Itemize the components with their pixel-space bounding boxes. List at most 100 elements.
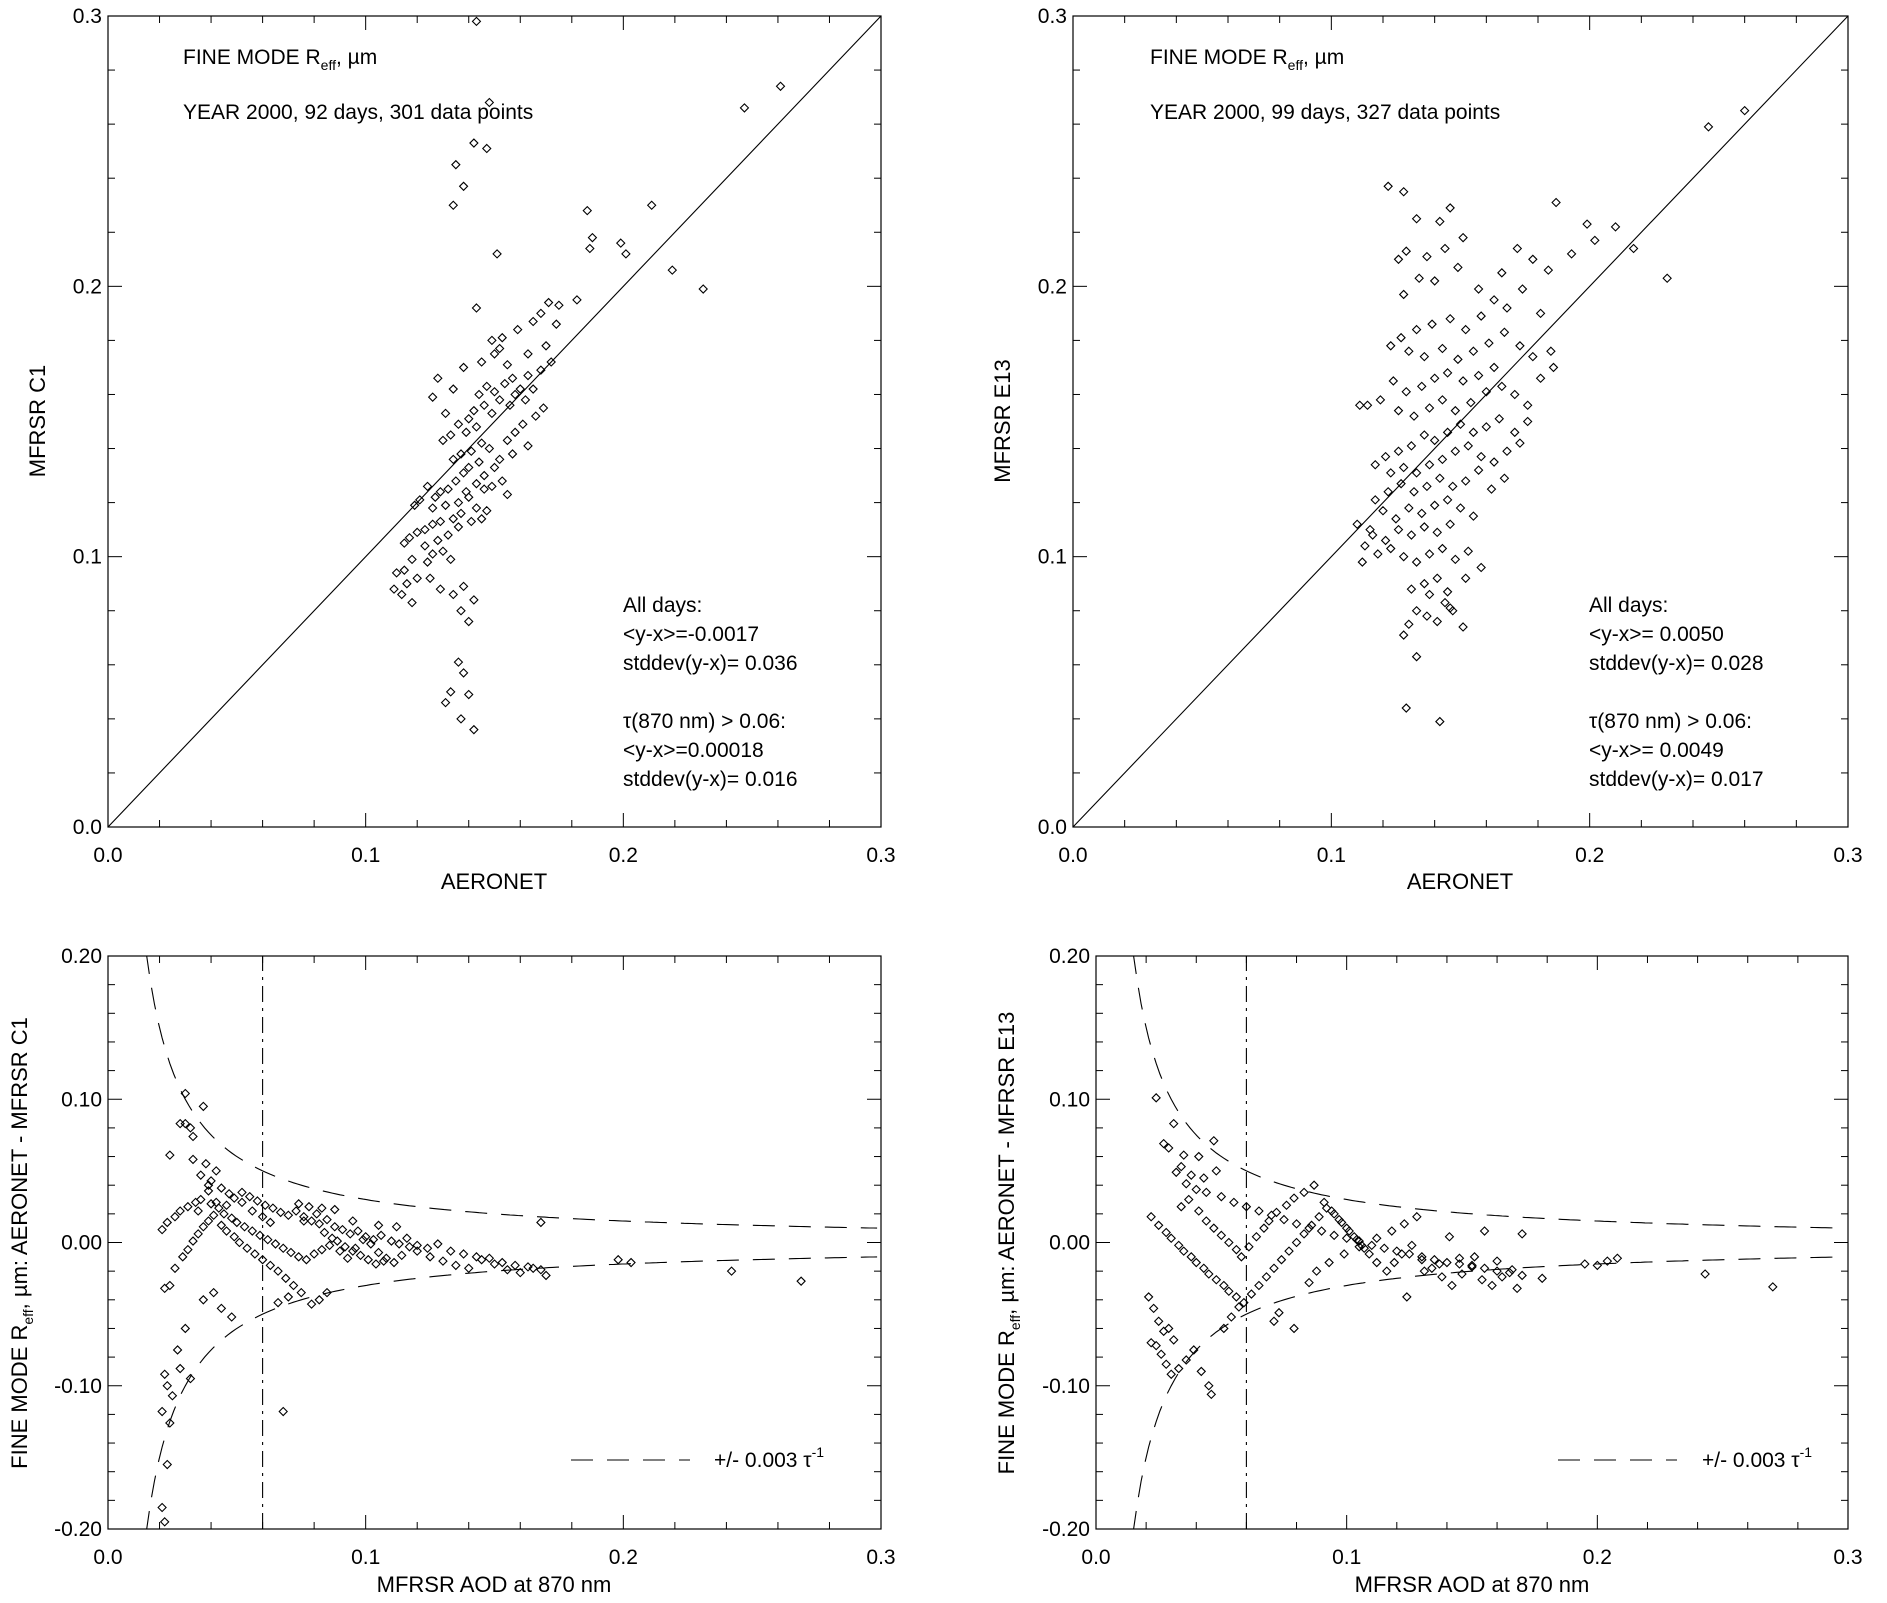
data-point bbox=[1497, 1272, 1507, 1282]
data-point bbox=[1409, 487, 1419, 497]
data-point bbox=[1492, 1256, 1502, 1266]
data-point bbox=[1473, 370, 1484, 381]
data-point bbox=[1469, 1252, 1480, 1262]
data-point bbox=[1259, 1223, 1269, 1233]
data-point bbox=[157, 1406, 167, 1417]
data-point bbox=[278, 1406, 288, 1417]
data-point bbox=[319, 1227, 330, 1238]
data-point bbox=[1401, 703, 1412, 713]
data-point bbox=[551, 319, 562, 329]
data-point bbox=[221, 1200, 232, 1211]
data-point bbox=[1181, 1178, 1192, 1189]
data-point bbox=[1163, 1323, 1174, 1334]
y-axis-label: MFRSR C1 bbox=[25, 365, 50, 477]
y-tick-label: 0.1 bbox=[1038, 546, 1067, 569]
data-point bbox=[775, 81, 786, 92]
data-point bbox=[1628, 243, 1639, 254]
data-point bbox=[1387, 1226, 1397, 1236]
data-point bbox=[1234, 1302, 1244, 1312]
data-point bbox=[1359, 1243, 1369, 1254]
data-point bbox=[471, 503, 482, 513]
data-point bbox=[1146, 1211, 1156, 1222]
data-point bbox=[463, 1263, 474, 1274]
x-tick-label: 0.1 bbox=[1317, 844, 1346, 867]
data-point bbox=[471, 16, 482, 27]
data-point bbox=[1537, 1273, 1547, 1284]
data-point bbox=[1396, 478, 1406, 489]
data-point bbox=[456, 449, 466, 459]
x-tick-label: 0.1 bbox=[351, 844, 380, 867]
data-point bbox=[1209, 1223, 1219, 1233]
data-point bbox=[463, 616, 474, 627]
data-point bbox=[1477, 1274, 1487, 1285]
upper-envelope-curve bbox=[1129, 955, 1845, 1229]
data-point bbox=[1435, 216, 1445, 227]
data-point bbox=[425, 1252, 435, 1262]
data-point bbox=[165, 1280, 175, 1291]
data-point bbox=[1419, 1266, 1430, 1276]
data-point bbox=[237, 1187, 247, 1198]
data-point bbox=[1522, 416, 1533, 427]
stats-line: stddev(y-x)= 0.016 bbox=[623, 768, 798, 791]
data-point bbox=[1219, 1323, 1229, 1334]
data-point bbox=[394, 1239, 404, 1249]
data-point bbox=[1352, 519, 1362, 530]
data-point bbox=[329, 1221, 340, 1232]
data-point bbox=[1424, 549, 1435, 559]
axis-ticks bbox=[107, 955, 882, 1530]
data-point bbox=[1344, 1226, 1354, 1236]
data-point bbox=[250, 1249, 260, 1259]
data-point bbox=[340, 1242, 350, 1252]
data-point bbox=[1445, 203, 1455, 213]
data-point bbox=[1429, 276, 1440, 286]
data-point bbox=[404, 532, 415, 543]
y-tick-label: 0.10 bbox=[1049, 1088, 1090, 1111]
data-point bbox=[1304, 1223, 1314, 1233]
data-point bbox=[1199, 1173, 1209, 1183]
data-point bbox=[494, 343, 505, 354]
data-point bbox=[1396, 332, 1406, 343]
data-point bbox=[206, 1199, 216, 1209]
data-point bbox=[1254, 1206, 1264, 1216]
plot-frame bbox=[1095, 955, 1849, 1530]
data-point bbox=[463, 462, 474, 473]
data-point bbox=[273, 1266, 283, 1276]
data-point bbox=[1422, 251, 1432, 262]
data-point bbox=[255, 1230, 265, 1241]
data-point bbox=[157, 1502, 167, 1513]
data-point bbox=[1517, 1270, 1527, 1281]
data-point bbox=[283, 1210, 294, 1221]
data-point bbox=[1427, 319, 1437, 329]
data-point bbox=[1440, 243, 1450, 254]
data-point bbox=[1236, 1252, 1247, 1262]
data-point bbox=[1429, 373, 1440, 384]
y-tick-label: -0.10 bbox=[54, 1375, 102, 1398]
data-point bbox=[1166, 1369, 1176, 1380]
data-point bbox=[1362, 400, 1373, 411]
data-point bbox=[1314, 1211, 1324, 1222]
data-point bbox=[185, 1373, 196, 1384]
data-point bbox=[739, 103, 750, 113]
data-point bbox=[1447, 481, 1458, 492]
data-point bbox=[458, 468, 469, 478]
data-point bbox=[193, 1229, 203, 1239]
data-point bbox=[281, 1273, 291, 1284]
data-point bbox=[538, 403, 549, 413]
data-point bbox=[1370, 495, 1381, 505]
data-point bbox=[528, 384, 538, 394]
y-tick-label: -0.20 bbox=[1042, 1518, 1090, 1541]
data-point bbox=[515, 1267, 526, 1278]
data-point bbox=[1193, 1151, 1204, 1162]
data-point bbox=[404, 1242, 415, 1252]
data-point bbox=[1383, 487, 1393, 497]
data-point bbox=[536, 1264, 546, 1275]
data-point bbox=[1445, 519, 1455, 530]
one-to-one-line bbox=[1072, 15, 1849, 828]
data-point bbox=[1535, 373, 1546, 384]
data-point bbox=[1336, 1217, 1347, 1228]
x-tick-label: 0.2 bbox=[1583, 1546, 1612, 1569]
data-point bbox=[1304, 1277, 1314, 1288]
axis-ticks bbox=[107, 15, 882, 828]
data-point bbox=[1354, 1236, 1364, 1246]
data-point bbox=[1455, 503, 1466, 513]
